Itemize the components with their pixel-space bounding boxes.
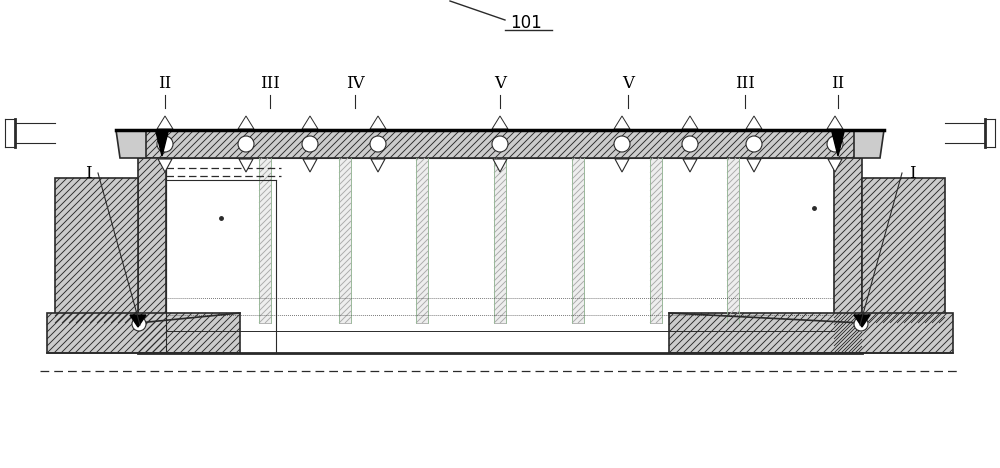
Text: V: V [494, 75, 506, 92]
Polygon shape [682, 116, 698, 129]
Polygon shape [239, 159, 253, 172]
Circle shape [238, 136, 254, 152]
Polygon shape [832, 132, 844, 156]
Circle shape [854, 317, 868, 331]
Bar [55, 178, 138, 323]
Circle shape [492, 136, 508, 152]
Circle shape [302, 136, 318, 152]
Circle shape [370, 136, 386, 152]
Polygon shape [156, 132, 168, 156]
Polygon shape [493, 159, 507, 172]
Bar [862, 178, 945, 323]
Bar [138, 158, 166, 353]
Bar [416, 158, 428, 323]
Text: I: I [909, 164, 915, 182]
Text: III: III [260, 75, 280, 92]
Bar [834, 158, 862, 353]
Polygon shape [116, 130, 146, 158]
Text: I: I [85, 164, 91, 182]
Bar [650, 158, 662, 323]
Bar [138, 130, 862, 158]
Polygon shape [827, 116, 843, 129]
Text: II: II [831, 75, 845, 92]
Polygon shape [615, 159, 629, 172]
Polygon shape [828, 159, 842, 172]
Polygon shape [614, 116, 630, 129]
Polygon shape [303, 159, 317, 172]
Circle shape [132, 317, 146, 331]
Bar [259, 158, 271, 323]
Bar [494, 158, 506, 323]
Bar [727, 158, 739, 323]
Polygon shape [683, 159, 697, 172]
Bar [47, 313, 240, 353]
Bar [166, 158, 834, 353]
Polygon shape [854, 315, 870, 327]
Polygon shape [854, 130, 884, 158]
Circle shape [682, 136, 698, 152]
Text: V: V [622, 75, 634, 92]
Circle shape [157, 136, 173, 152]
Circle shape [827, 136, 843, 152]
Polygon shape [158, 159, 172, 172]
Bar [339, 158, 351, 323]
Text: IV: IV [346, 75, 364, 92]
Polygon shape [371, 159, 385, 172]
Polygon shape [238, 116, 254, 129]
Bar [572, 158, 584, 323]
Circle shape [614, 136, 630, 152]
Polygon shape [130, 315, 146, 327]
Polygon shape [302, 116, 318, 129]
Polygon shape [492, 116, 508, 129]
Circle shape [746, 136, 762, 152]
Polygon shape [370, 116, 386, 129]
Polygon shape [157, 116, 173, 129]
Text: II: II [158, 75, 172, 92]
Text: III: III [735, 75, 755, 92]
Text: 101: 101 [510, 14, 542, 32]
Polygon shape [746, 116, 762, 129]
Bar [669, 313, 953, 353]
Polygon shape [747, 159, 761, 172]
